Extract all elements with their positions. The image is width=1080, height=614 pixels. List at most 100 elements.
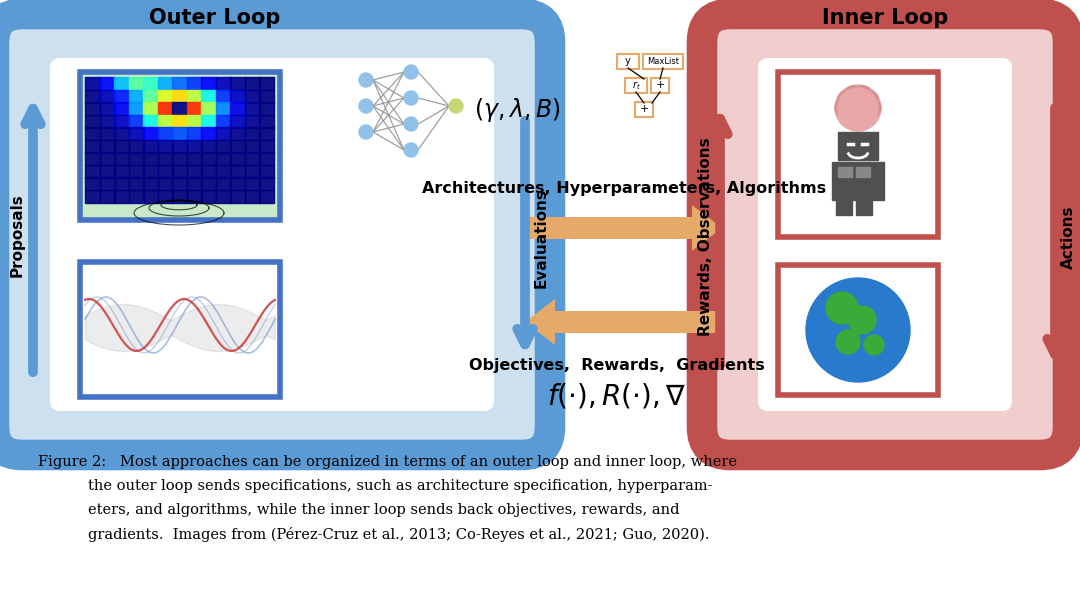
Circle shape <box>359 73 373 87</box>
Bar <box>143 114 158 128</box>
Bar <box>259 190 274 203</box>
Bar <box>832 162 885 200</box>
Bar <box>216 190 230 203</box>
Circle shape <box>838 91 854 107</box>
Text: Evaluations: Evaluations <box>534 188 549 288</box>
Bar <box>114 90 129 103</box>
Bar <box>143 127 158 140</box>
Bar <box>259 165 274 177</box>
Bar <box>244 127 259 140</box>
Bar <box>172 90 187 103</box>
Bar <box>187 177 202 190</box>
Bar <box>129 127 144 140</box>
Text: Proposals: Proposals <box>10 193 25 277</box>
FancyBboxPatch shape <box>625 78 647 93</box>
Text: +: + <box>639 104 649 114</box>
Bar <box>114 190 129 203</box>
Bar <box>85 177 100 190</box>
Bar <box>216 90 230 103</box>
Bar <box>259 152 274 165</box>
Bar <box>158 90 173 103</box>
Bar <box>158 177 173 190</box>
Bar <box>201 102 216 115</box>
Circle shape <box>359 99 373 113</box>
Bar <box>99 90 114 103</box>
Bar <box>230 152 245 165</box>
Bar <box>201 139 216 152</box>
Bar <box>172 127 187 140</box>
Bar <box>856 201 872 215</box>
Bar <box>259 102 274 115</box>
Circle shape <box>826 292 858 324</box>
Bar <box>114 139 129 152</box>
Circle shape <box>848 306 876 334</box>
Bar <box>172 177 187 190</box>
FancyBboxPatch shape <box>50 58 494 411</box>
Text: $r_t$: $r_t$ <box>632 79 640 92</box>
Bar <box>99 77 114 90</box>
Bar <box>244 114 259 128</box>
Bar <box>143 177 158 190</box>
Bar <box>129 139 144 152</box>
Bar <box>114 102 129 115</box>
Bar <box>201 127 216 140</box>
Bar <box>259 127 274 140</box>
Bar <box>230 177 245 190</box>
Bar <box>230 77 245 90</box>
FancyBboxPatch shape <box>617 54 639 69</box>
Bar <box>187 102 202 115</box>
Text: Objectives,  Rewards,  Gradients: Objectives, Rewards, Gradients <box>469 358 765 373</box>
Bar <box>216 139 230 152</box>
Bar <box>85 165 100 177</box>
Bar <box>99 127 114 140</box>
Bar <box>172 139 187 152</box>
Circle shape <box>404 91 418 105</box>
Bar <box>143 190 158 203</box>
Circle shape <box>838 88 878 128</box>
Bar <box>114 114 129 128</box>
Bar <box>143 139 158 152</box>
Bar <box>158 190 173 203</box>
Circle shape <box>449 99 463 113</box>
Bar <box>838 167 852 177</box>
Bar <box>244 90 259 103</box>
Bar <box>201 77 216 90</box>
Text: gradients.  Images from (Pérez-Cruz et al., 2013; Co-Reyes et al., 2021; Guo, 20: gradients. Images from (Pérez-Cruz et al… <box>87 527 710 542</box>
Bar <box>216 165 230 177</box>
Bar <box>158 77 173 90</box>
FancyBboxPatch shape <box>758 58 1012 411</box>
Bar <box>158 152 173 165</box>
Bar <box>99 177 114 190</box>
Bar <box>201 152 216 165</box>
Bar <box>244 152 259 165</box>
Bar <box>187 190 202 203</box>
Bar <box>230 190 245 203</box>
Circle shape <box>404 143 418 157</box>
Text: Rewards, Observations: Rewards, Observations <box>699 138 714 336</box>
Bar <box>129 77 144 90</box>
Bar <box>114 77 129 90</box>
Text: +: + <box>656 80 664 90</box>
Bar <box>230 165 245 177</box>
Bar <box>99 165 114 177</box>
Bar <box>244 77 259 90</box>
Bar <box>172 165 187 177</box>
Bar <box>187 152 202 165</box>
Bar <box>259 139 274 152</box>
Bar <box>230 139 245 152</box>
FancyBboxPatch shape <box>643 54 683 69</box>
Bar <box>114 177 129 190</box>
Bar <box>85 77 100 90</box>
Text: y: y <box>625 56 631 66</box>
Bar <box>216 177 230 190</box>
Bar <box>187 114 202 128</box>
Bar <box>85 190 100 203</box>
Bar <box>259 114 274 128</box>
Bar <box>836 201 852 215</box>
Bar <box>99 190 114 203</box>
Text: $(\gamma, \lambda, B)$: $(\gamma, \lambda, B)$ <box>474 96 561 124</box>
Bar <box>259 90 274 103</box>
Text: Outer Loop: Outer Loop <box>149 8 281 28</box>
Bar <box>187 139 202 152</box>
Circle shape <box>836 330 860 354</box>
